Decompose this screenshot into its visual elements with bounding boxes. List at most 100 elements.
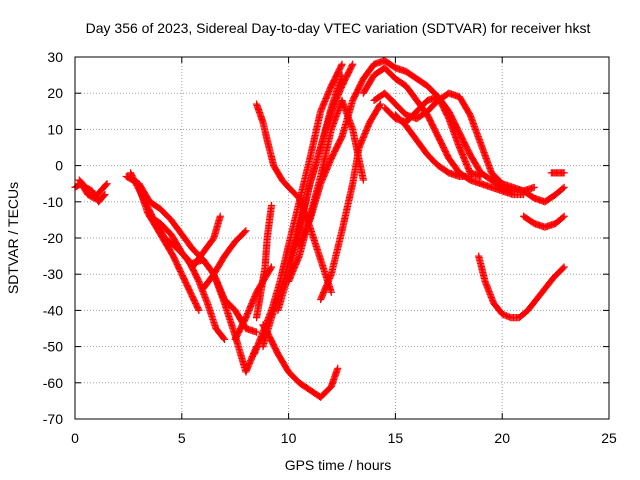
data-point <box>436 97 444 105</box>
data-point <box>559 264 567 272</box>
data-point <box>330 149 338 157</box>
data-point <box>331 146 339 154</box>
data-point <box>457 132 465 140</box>
data-point <box>341 76 349 85</box>
series-s8 <box>188 212 224 271</box>
data-point <box>436 137 444 145</box>
chart-title: Day 356 of 2023, Sidereal Day-to-day VTE… <box>86 20 591 36</box>
data-point <box>442 109 450 117</box>
data-point <box>267 264 275 272</box>
series-s22 <box>370 89 538 195</box>
data-point <box>352 90 360 98</box>
data-point <box>435 135 444 143</box>
data-point <box>331 75 339 83</box>
data-point <box>170 253 178 262</box>
data-point <box>466 172 474 181</box>
data-point <box>465 110 473 118</box>
data-point <box>431 126 439 134</box>
data-point <box>460 138 468 147</box>
data-point <box>241 315 249 323</box>
data-point <box>342 74 350 82</box>
data-point <box>376 100 385 108</box>
data-point <box>334 68 342 76</box>
data-point <box>339 79 347 87</box>
data-point <box>188 291 196 299</box>
data-point <box>560 169 568 177</box>
data-point <box>443 110 451 119</box>
data-point <box>344 70 352 78</box>
data-point <box>239 319 247 327</box>
data-point <box>424 112 432 120</box>
data-point <box>101 190 109 199</box>
data-point <box>345 68 353 76</box>
series-s27 <box>547 169 568 177</box>
data-point <box>191 269 199 277</box>
data-point <box>425 114 433 122</box>
data-point <box>180 276 189 284</box>
data-point <box>241 228 249 236</box>
x-tick-label: 15 <box>388 430 404 446</box>
data-point <box>268 339 277 347</box>
data-point <box>434 93 442 101</box>
series-s26 <box>519 212 568 231</box>
data-point <box>328 153 336 161</box>
data-point <box>269 340 277 348</box>
y-tick-label: 20 <box>47 85 63 101</box>
data-point <box>356 81 364 90</box>
data-point <box>252 328 261 336</box>
series-s2 <box>75 176 109 206</box>
data-point <box>439 104 448 112</box>
data-point <box>169 252 177 260</box>
data-point <box>376 101 384 109</box>
data-point <box>271 344 279 353</box>
data-point <box>194 276 202 284</box>
data-point <box>238 320 247 329</box>
data-point <box>441 146 449 154</box>
data-point <box>439 142 447 150</box>
data-point <box>459 137 468 145</box>
data-point <box>179 273 187 281</box>
y-tick-label: -10 <box>43 194 63 210</box>
y-tick-label: 30 <box>47 49 63 65</box>
series-s18 <box>295 60 378 249</box>
data-point <box>343 72 351 81</box>
data-point <box>346 66 354 74</box>
data-point <box>178 271 187 280</box>
data-point <box>233 331 241 339</box>
data-point <box>345 67 353 75</box>
data-point <box>176 267 185 276</box>
data-point <box>347 63 355 71</box>
data-point <box>358 77 366 86</box>
series-s23 <box>381 93 485 181</box>
data-point <box>463 145 472 153</box>
data-point <box>339 81 347 89</box>
data-point <box>462 142 470 151</box>
data-point <box>236 326 244 334</box>
data-point <box>191 298 199 306</box>
data-point <box>102 181 110 189</box>
data-point <box>351 91 359 99</box>
data-point <box>357 79 365 87</box>
data-point <box>439 102 447 110</box>
data-point <box>560 263 568 271</box>
series-s7 <box>188 256 261 336</box>
data-point <box>192 299 200 308</box>
data-point <box>437 138 445 146</box>
data-point <box>335 138 343 146</box>
data-point <box>433 130 441 138</box>
data-point <box>327 288 335 296</box>
data-point <box>431 127 440 135</box>
data-point <box>272 347 281 355</box>
data-point <box>359 176 367 184</box>
data-point <box>267 201 276 210</box>
data-point <box>232 334 240 342</box>
data-point <box>332 145 340 153</box>
data-point <box>464 147 472 155</box>
series-s9 <box>199 227 250 293</box>
data-point <box>231 335 239 343</box>
data-point <box>440 105 448 113</box>
x-tick-label: 5 <box>178 430 186 446</box>
data-point <box>354 85 362 94</box>
data-point <box>337 135 345 143</box>
data-point <box>174 262 182 270</box>
